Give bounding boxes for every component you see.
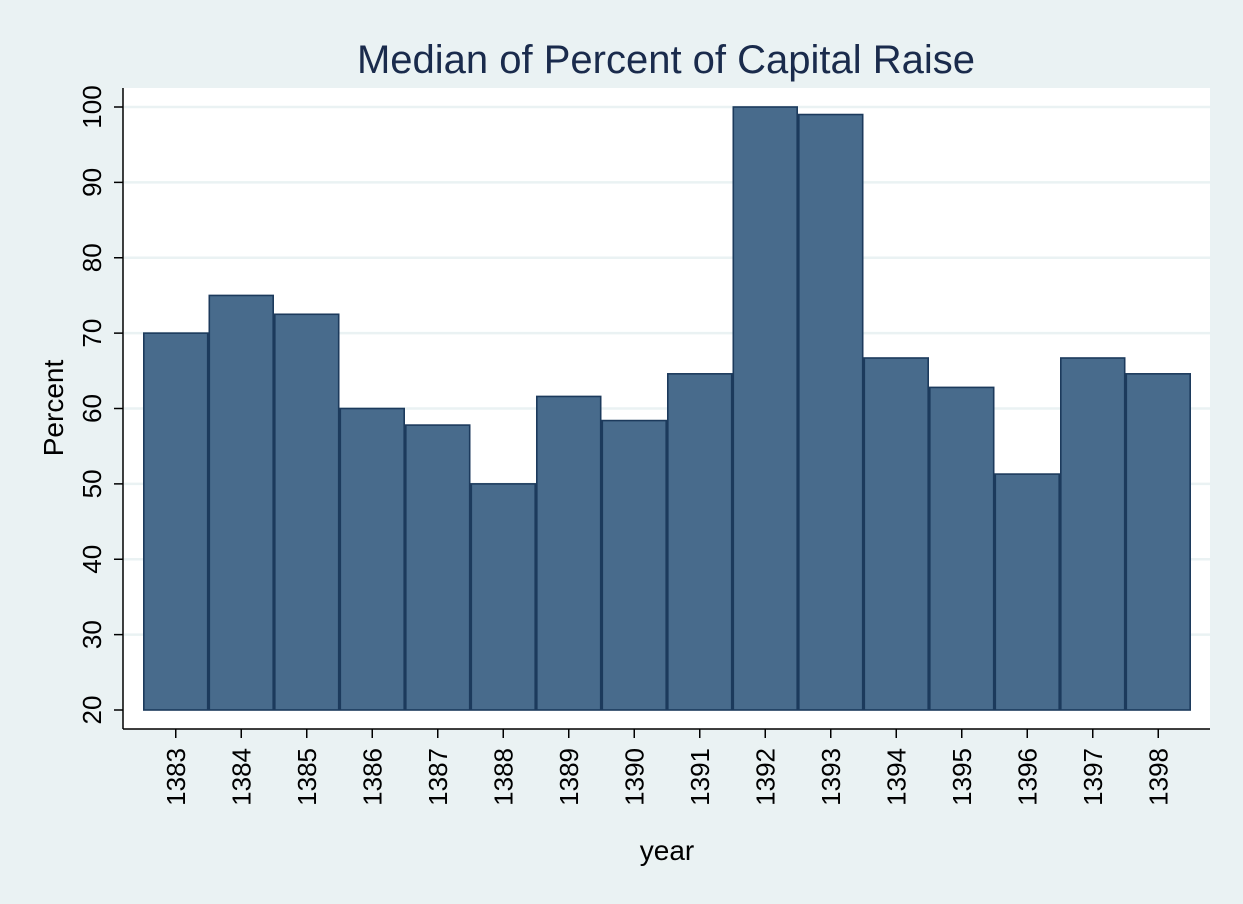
bar-1392 bbox=[732, 106, 798, 711]
bar-1387 bbox=[404, 424, 471, 711]
y-tick-label: 70 bbox=[77, 319, 107, 348]
x-tick-label: 1398 bbox=[1143, 748, 1173, 806]
bar-1397 bbox=[1060, 357, 1126, 711]
x-tick-label: 1388 bbox=[488, 748, 518, 806]
x-tick-label: 1387 bbox=[423, 748, 453, 806]
x-tick-label: 1396 bbox=[1012, 748, 1042, 806]
bar-1391 bbox=[666, 373, 733, 711]
x-tick-label: 1386 bbox=[357, 748, 387, 806]
y-tick-label: 90 bbox=[77, 168, 107, 197]
y-tick-label: 30 bbox=[77, 620, 107, 649]
x-tick-label: 1390 bbox=[619, 748, 649, 806]
bar-1384 bbox=[208, 294, 275, 711]
x-tick-label: 1395 bbox=[947, 748, 977, 806]
bar-1398 bbox=[1125, 373, 1192, 711]
y-tick-label: 60 bbox=[77, 394, 107, 423]
x-tick-label: 1384 bbox=[226, 748, 256, 806]
bar-1394 bbox=[863, 357, 929, 711]
x-tick-label: 1394 bbox=[881, 748, 911, 806]
x-tick-label: 1391 bbox=[685, 748, 715, 806]
y-tick-label: 40 bbox=[77, 545, 107, 574]
bar-1389 bbox=[535, 395, 602, 711]
x-ticks: 1383 1384 1385 1386 1387 1388 1389 1390 1391 1392… bbox=[161, 729, 1173, 806]
x-tick-label: 1383 bbox=[161, 748, 191, 806]
bar-1388 bbox=[470, 483, 536, 711]
bar-1395 bbox=[928, 386, 995, 711]
bar-1383 bbox=[143, 332, 209, 711]
y-tick-label: 20 bbox=[77, 696, 107, 725]
y-axis-title: Percent bbox=[38, 360, 69, 457]
y-tick-label: 50 bbox=[77, 469, 107, 498]
x-tick-label: 1397 bbox=[1078, 748, 1108, 806]
x-tick-label: 1385 bbox=[292, 748, 322, 806]
x-axis-title: year bbox=[640, 835, 694, 866]
y-ticks: 20 30 40 50 60 70 80 90 100 bbox=[77, 85, 123, 724]
y-tick-label: 100 bbox=[77, 85, 107, 128]
x-tick-label: 1393 bbox=[816, 748, 846, 806]
bar-1385 bbox=[273, 313, 340, 711]
y-tick-label: 80 bbox=[77, 243, 107, 272]
x-tick-label: 1392 bbox=[750, 748, 780, 806]
bar-1396 bbox=[994, 473, 1060, 711]
bars bbox=[143, 106, 1192, 711]
x-tick-label: 1389 bbox=[554, 748, 584, 806]
bar-1393 bbox=[797, 113, 864, 711]
bar-1386 bbox=[339, 407, 405, 711]
chart-title: Median of Percent of Capital Raise bbox=[357, 38, 975, 82]
bar-1390 bbox=[601, 419, 667, 711]
